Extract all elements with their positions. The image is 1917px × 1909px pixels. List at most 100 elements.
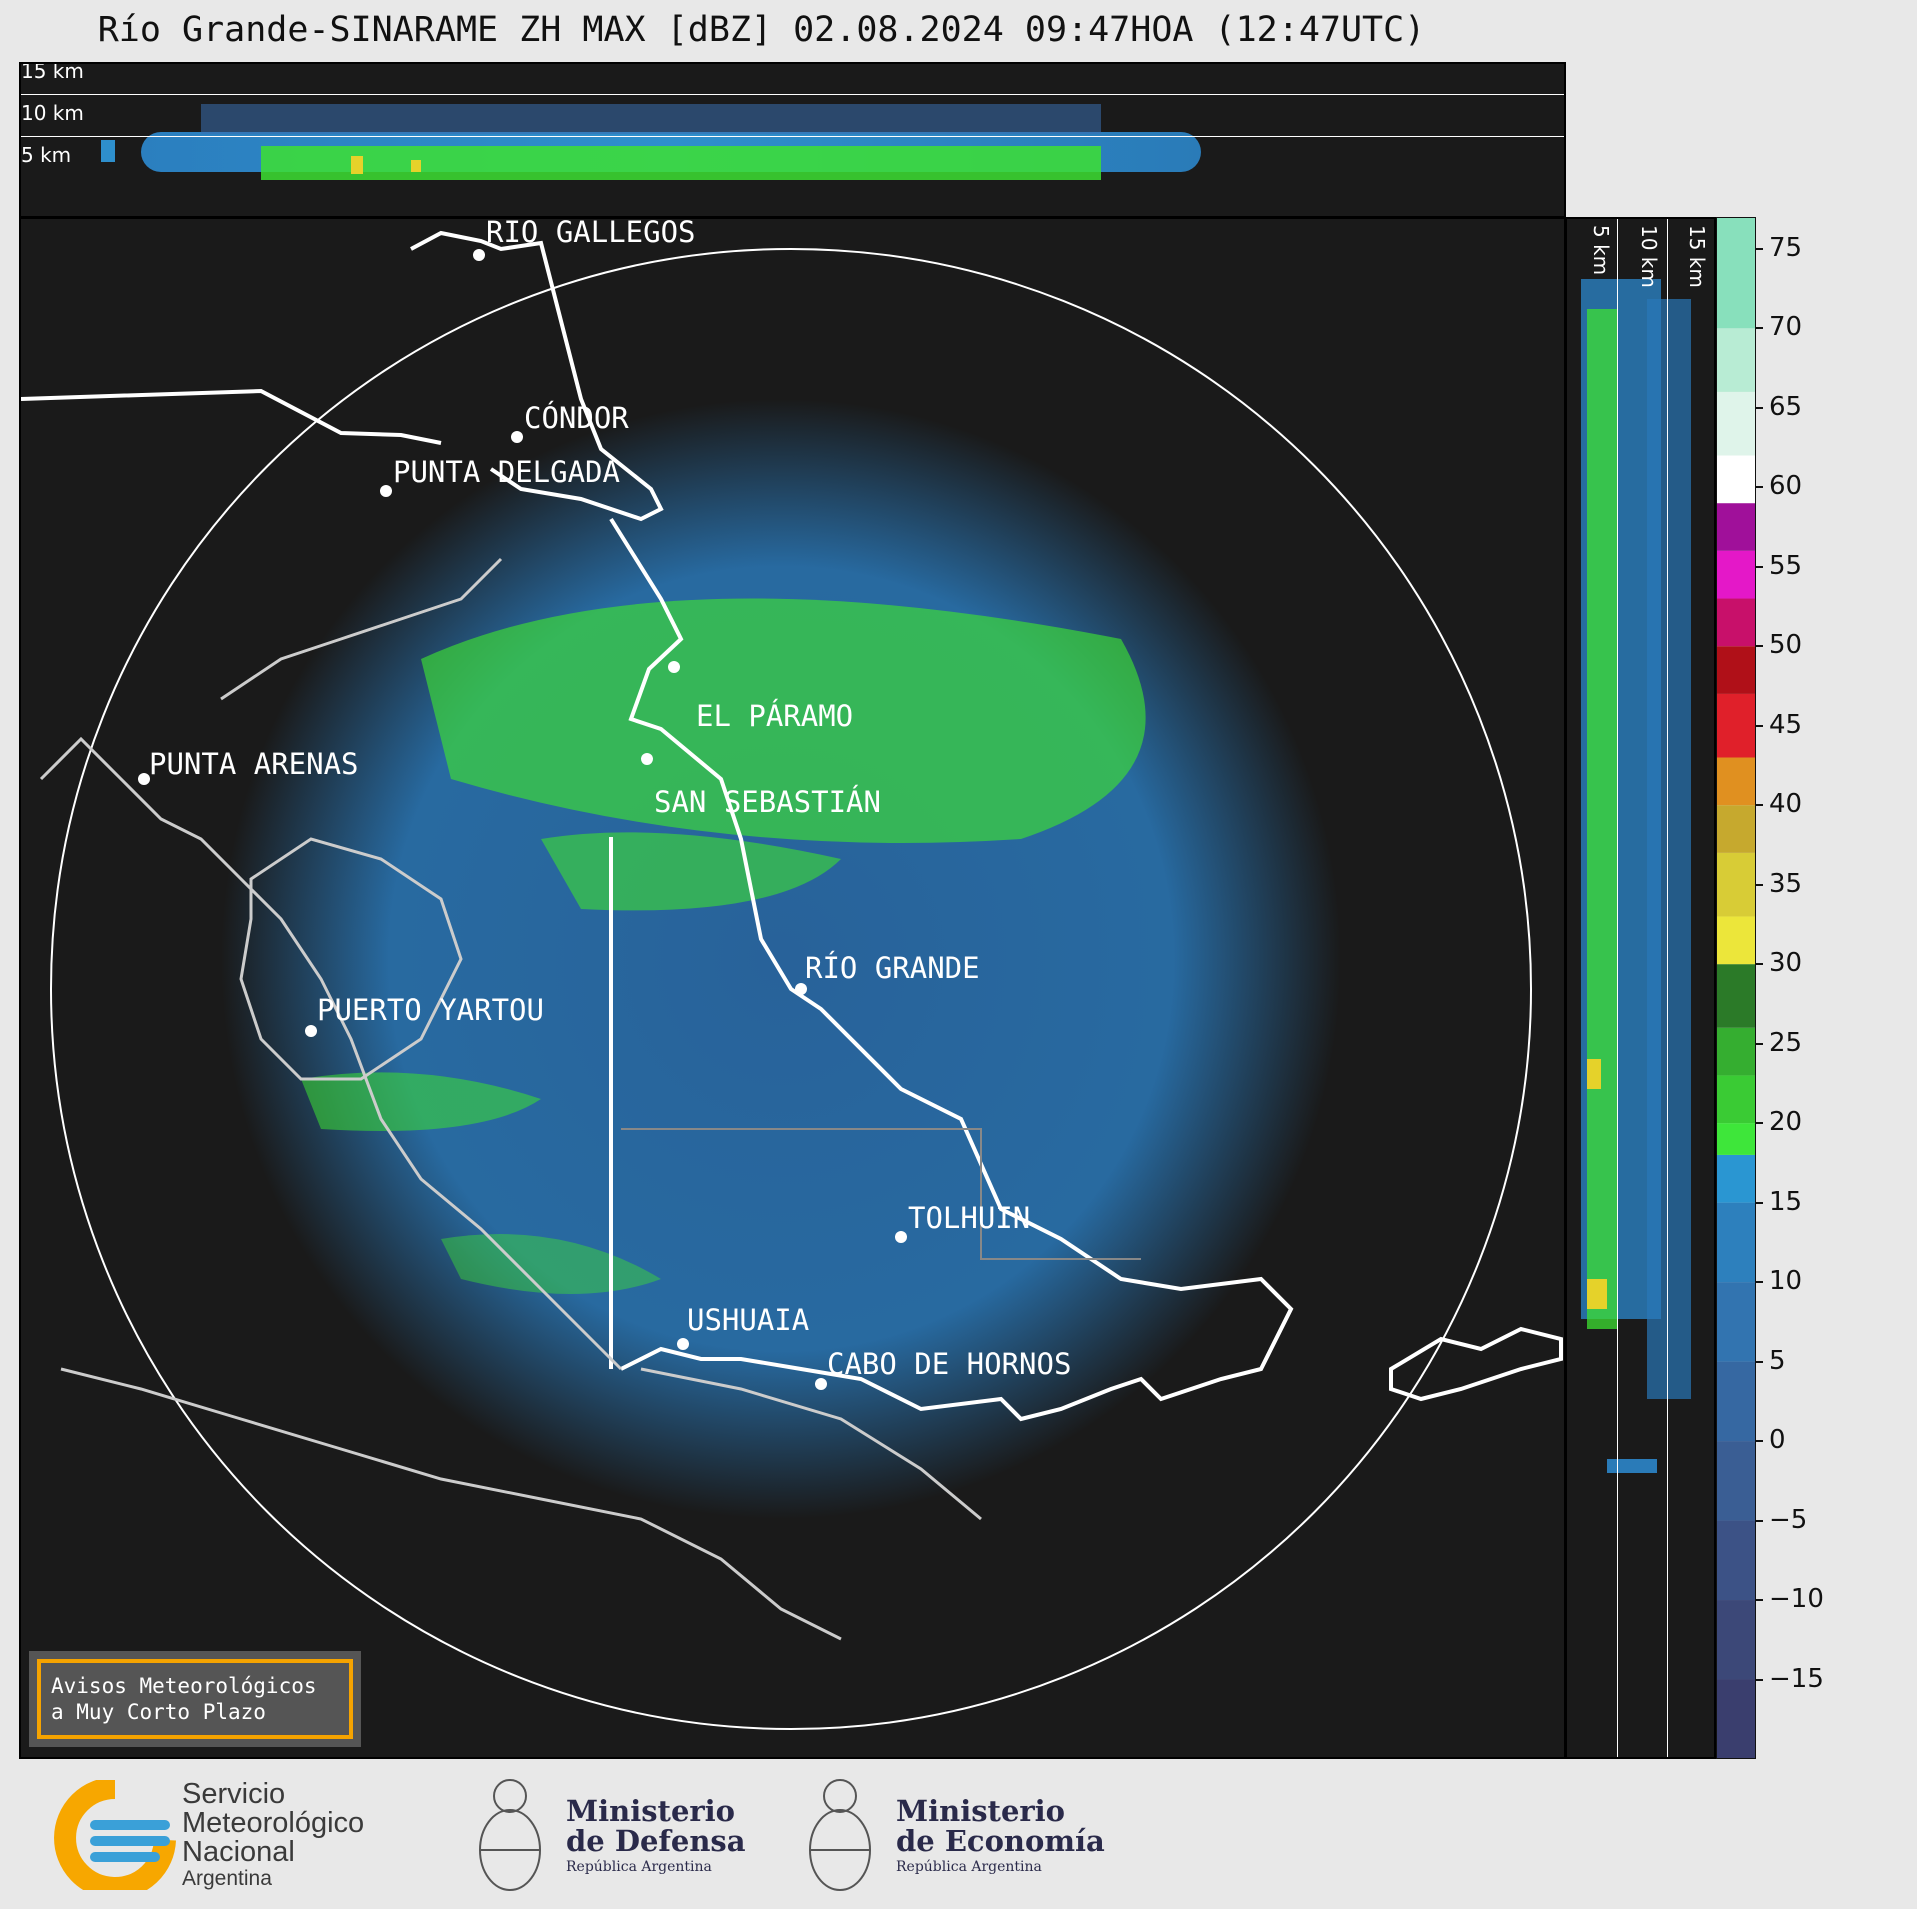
radar-echo-area <box>221 399 1341 1519</box>
smn-line2: Meteorológico <box>182 1807 365 1839</box>
side-height-label-5km: 5 km <box>1589 225 1613 276</box>
side-height-label-15km: 15 km <box>1685 225 1709 288</box>
city-label-san-sebastian: SAN SEBASTIÁN <box>654 785 881 819</box>
smn-line3: Nacional <box>182 1836 295 1868</box>
radar-map-graphic <box>21 230 1563 1730</box>
colorbar-band <box>1716 455 1756 504</box>
colorbar-tick-label: −15 <box>1755 1664 1824 1694</box>
radar-map-panel: RÍO GALLEGOS CÓNDOR PUNTA DELGADA EL PÁR… <box>19 217 1566 1759</box>
footer: Servicio Meteorológico Nacional Argentin… <box>0 1760 1917 1909</box>
height-label-5km: 5 km <box>21 143 72 167</box>
echo-green-west <box>301 1072 541 1131</box>
city-marker-ushuaia <box>677 1338 689 1350</box>
height-label-15km: 15 km <box>21 62 84 83</box>
coastline-strait-north <box>220 557 503 701</box>
defensa-coat-of-arms-icon <box>470 1766 550 1902</box>
economia-line1: Ministerio <box>896 1794 1066 1828</box>
economia-name: Ministerio de Economía República Argenti… <box>896 1796 1105 1878</box>
colorbar-tick-label: 25 <box>1754 1028 1802 1058</box>
side-height-label-10km: 10 km <box>1637 225 1661 288</box>
colorbar-band <box>1716 1520 1756 1601</box>
colorbar-border <box>1716 217 1756 1759</box>
colorbar-band <box>1716 1154 1756 1203</box>
city-marker-rio-gallegos <box>473 249 485 261</box>
colorbar-tick-label: 0 <box>1755 1425 1786 1455</box>
colorbar-band <box>1716 1679 1756 1759</box>
colorbar-tick-label: 20 <box>1754 1107 1802 1137</box>
city-label-punta-delgada: PUNTA DELGADA <box>393 455 620 489</box>
city-label-condor: CÓNDOR <box>524 401 629 435</box>
coastline-navarino <box>640 1367 982 1521</box>
colorbar-tick-label: 40 <box>1754 789 1802 819</box>
colorbar-tick-label: 70 <box>1754 312 1802 342</box>
side-cross-section-graphic <box>1581 279 1691 1473</box>
height-label-10km: 10 km <box>21 101 84 125</box>
coastline-north <box>410 230 664 522</box>
colorbar-tick-label: 15 <box>1754 1187 1802 1217</box>
coastline-brunswick <box>239 837 463 1081</box>
colorbar-band <box>1716 1441 1756 1521</box>
colorbar-tick-label: 30 <box>1754 948 1802 978</box>
coastline-chile <box>39 736 623 1371</box>
colorbar-tick-label: 45 <box>1754 710 1802 740</box>
colorbar-tick-label: −5 <box>1754 1505 1807 1535</box>
colorbar-tick-label: 5 <box>1755 1346 1786 1376</box>
colorbar-band <box>1716 646 1756 694</box>
economia-line3: República Argentina <box>896 1859 1042 1875</box>
department-boundary <box>621 1128 1141 1260</box>
map-title: Río Grande-SINARAME ZH MAX [dBZ] 02.08.2… <box>97 10 1426 50</box>
city-label-puerto-yartou: PUERTO YARTOU <box>317 993 544 1027</box>
colorbar-band <box>1716 1600 1756 1680</box>
warning-box[interactable]: Avisos Meteorológicos a Muy Corto Plazo <box>29 1651 361 1747</box>
echo-green-south <box>441 1234 661 1294</box>
colorbar-band <box>1716 805 1756 853</box>
colorbar-tick-label: 55 <box>1754 551 1802 581</box>
colorbar-band <box>1716 598 1756 647</box>
city-label-ushuaia: USHUAIA <box>687 1303 810 1337</box>
colorbar-tick-label: 50 <box>1754 630 1802 660</box>
warning-box-frame: Avisos Meteorológicos a Muy Corto Plazo <box>37 1659 353 1739</box>
colorbar-tick-label: 10 <box>1754 1266 1802 1296</box>
city-marker-cabo-de-hornos <box>815 1378 827 1390</box>
colorbar-band <box>1716 852 1756 917</box>
range-ring <box>50 248 1532 1730</box>
colorbar-tick-label: 60 <box>1754 471 1802 501</box>
top-cross-section-graphic <box>101 104 1201 180</box>
colorbar-band <box>1716 550 1756 599</box>
smn-logo <box>50 1780 180 1890</box>
city-label-cabo-de-hornos: CABO DE HORNOS <box>827 1347 1072 1381</box>
height-line-5km <box>21 136 1564 137</box>
colorbar-band <box>1716 503 1756 551</box>
colorbar-band <box>1716 217 1756 329</box>
dbz-colorbar <box>1716 217 1756 1759</box>
height-line-side-10km <box>1667 219 1668 1757</box>
colorbar-band <box>1716 916 1756 965</box>
echo-green-central <box>541 832 841 911</box>
colorbar-band <box>1716 964 1756 1028</box>
city-marker-el-paramo <box>668 661 680 673</box>
city-marker-condor <box>511 431 523 443</box>
city-marker-rio-grande <box>795 983 807 995</box>
colorbar-tick-label: 65 <box>1754 392 1802 422</box>
colorbar-band <box>1716 1027 1756 1076</box>
colorbar-tick-label: −10 <box>1755 1584 1824 1614</box>
smn-name: Servicio Meteorológico Nacional Argentin… <box>182 1780 364 1891</box>
smn-line1: Servicio <box>182 1778 286 1810</box>
colorbar-band <box>1716 757 1756 806</box>
height-line-10km <box>21 94 1564 95</box>
city-label-punta-arenas: PUNTA ARENAS <box>149 747 359 781</box>
echo-green-north <box>421 598 1146 843</box>
defensa-name: Ministerio de Defensa República Argentin… <box>566 1796 746 1878</box>
smn-line4: Argentina <box>182 1867 272 1890</box>
city-label-rio-gallegos: RÍO GALLEGOS <box>486 217 696 249</box>
colorbar-tick-label: 35 <box>1754 869 1802 899</box>
defensa-line1: Ministerio <box>566 1794 736 1828</box>
city-marker-punta-arenas <box>138 773 150 785</box>
colorbar-band <box>1716 693 1756 758</box>
height-line-side-5km <box>1617 219 1618 1757</box>
economia-line2: de Economía <box>896 1824 1105 1858</box>
side-cross-section-panel: 5 km 10 km 15 km <box>1565 217 1716 1759</box>
warning-box-line2: a Muy Corto Plazo <box>51 1700 266 1724</box>
top-cross-section-panel: 15 km 10 km 5 km <box>19 62 1566 218</box>
city-marker-punta-delgada <box>380 485 392 497</box>
